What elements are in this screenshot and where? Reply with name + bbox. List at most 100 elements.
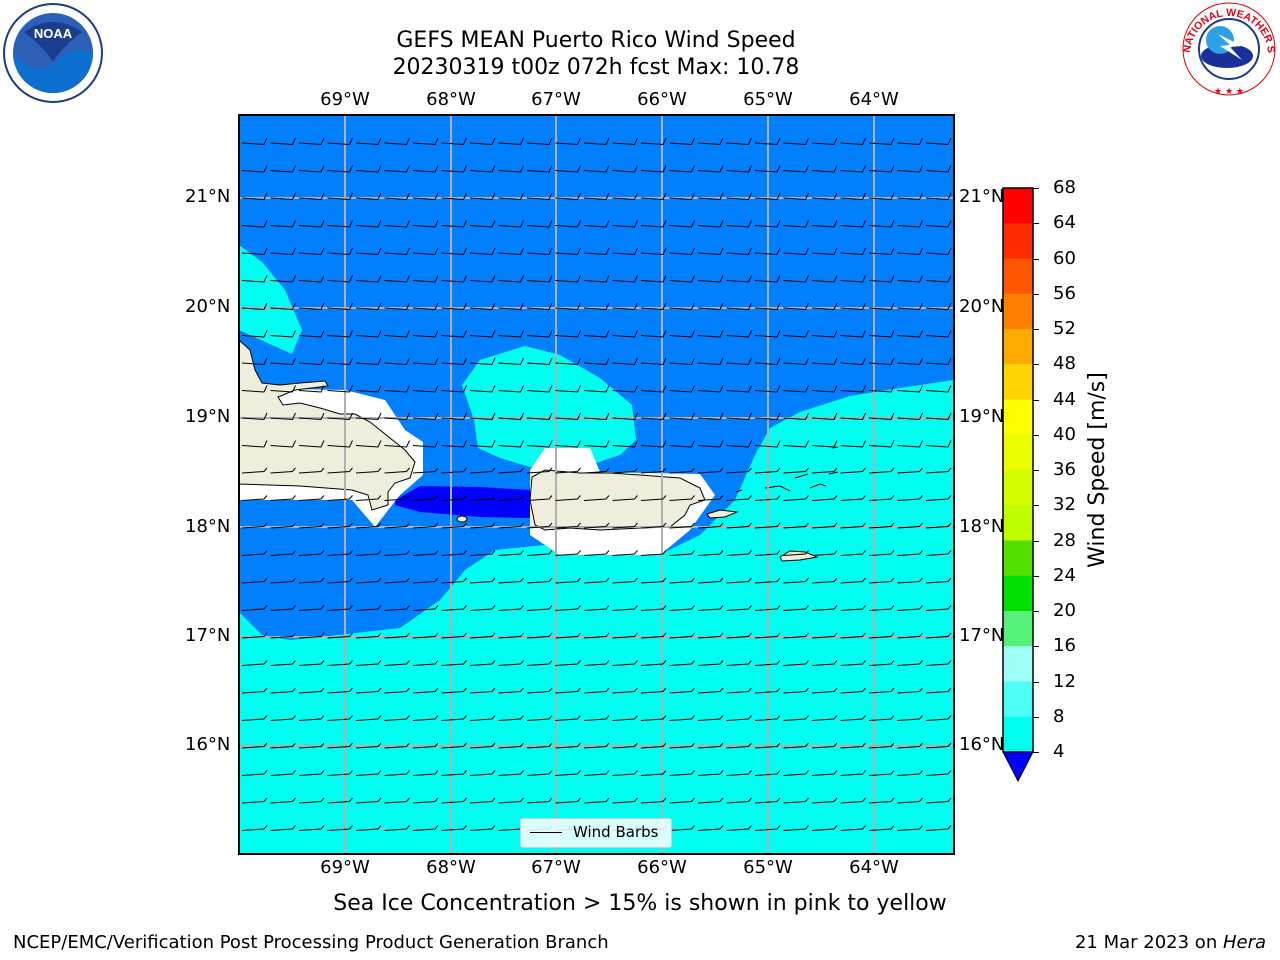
colorbar-tick-label: 4 [1053, 741, 1065, 762]
wind-barb [669, 412, 695, 421]
wind-barb [783, 302, 809, 311]
wind-barb [298, 495, 325, 501]
wind-barb [384, 605, 410, 611]
wind-barb [726, 302, 752, 311]
wind-barb [469, 825, 496, 831]
wind-barb [697, 495, 724, 501]
wind-barb [441, 495, 467, 501]
wind-barb [754, 660, 781, 666]
colorbar-tick-label: 68 [1053, 177, 1076, 198]
wind-barb [526, 302, 553, 311]
wind-barb [925, 687, 952, 694]
wind-barb [327, 275, 353, 283]
wind-barb [412, 770, 439, 776]
wind-barb [498, 385, 524, 393]
wind-barb [925, 495, 952, 501]
wind-barb [555, 495, 581, 501]
wind-barb [441, 247, 467, 256]
colorbar-tick-label: 16 [1053, 635, 1076, 657]
wind-barb [441, 275, 467, 283]
wind-barb [327, 825, 353, 831]
wind-barb [726, 605, 752, 611]
wind-barb [298, 302, 325, 311]
wind-barb [327, 715, 353, 721]
footer-date: 21 Mar 2023 on Hera [1075, 932, 1266, 953]
wind-barb [241, 412, 268, 421]
wind-barb [811, 825, 838, 831]
wind-barb [555, 440, 581, 448]
wind-barb [469, 770, 496, 776]
wind-barb [241, 742, 268, 749]
wind-barb [726, 467, 752, 474]
wind-barb [726, 715, 752, 721]
wind-barb [298, 220, 325, 228]
wind-barb [384, 577, 410, 584]
wind-barb [925, 770, 952, 776]
wind-barb [811, 577, 838, 584]
wind-barb [298, 137, 325, 146]
colorbar-segment [1003, 399, 1033, 436]
wind-barb [270, 605, 296, 611]
wind-barb [640, 137, 667, 146]
wind-barb [241, 577, 268, 584]
wind-barb [726, 357, 752, 366]
colorbar-tick [1033, 681, 1039, 683]
wind-barb [384, 440, 410, 448]
wind-barb [384, 825, 410, 831]
wind-barb [526, 770, 553, 776]
wind-barb [327, 165, 353, 173]
wind-barb [355, 467, 382, 474]
wind-barb [469, 275, 496, 283]
wind-barb [270, 440, 296, 448]
wind-barb [555, 330, 581, 338]
wind-barb [726, 440, 752, 448]
wind-barb [327, 137, 353, 146]
wind-barb [384, 660, 410, 666]
wind-barb [925, 412, 952, 421]
wind-barb [583, 330, 610, 338]
wind-barb [583, 770, 610, 776]
wind-barb [840, 220, 866, 228]
wind-barb [412, 192, 439, 201]
wind-barb [441, 302, 467, 311]
wind-barb [783, 357, 809, 366]
wind-barb [726, 495, 752, 501]
wind-barb [811, 220, 838, 228]
wind-barb [327, 412, 353, 421]
wind-barb [697, 742, 724, 749]
wind-barb [868, 220, 895, 228]
wind-barb [270, 742, 296, 749]
wind-barb [840, 302, 866, 311]
wind-barb [555, 357, 581, 366]
wind-barb [298, 632, 325, 639]
lon-label-top: 66°W [637, 89, 687, 110]
wind-barb [412, 715, 439, 721]
wind-barb [241, 550, 268, 556]
wind-barb [640, 385, 667, 393]
wind-barb [270, 715, 296, 721]
wind-barb [669, 357, 695, 366]
wind-barb [697, 247, 724, 256]
wind-barb [583, 247, 610, 256]
wind-barb [270, 275, 296, 283]
wind-barb [669, 192, 695, 201]
wind-barb [555, 137, 581, 146]
wind-barb [526, 192, 553, 201]
wind-barbs [241, 137, 952, 831]
wind-barb [355, 412, 382, 421]
wind-barb [897, 577, 923, 584]
wind-barb [697, 550, 724, 556]
wind-barb [327, 220, 353, 228]
wind-barb [583, 412, 610, 421]
wind-barb [840, 385, 866, 393]
wind-barb [925, 330, 952, 338]
wind-field-8-12-north [462, 346, 636, 467]
wind-barb [298, 577, 325, 584]
wind-barb [355, 192, 382, 201]
wind-barb [241, 165, 268, 173]
colorbar-tick-label: 32 [1053, 494, 1076, 516]
wind-barb [412, 412, 439, 421]
wind-barb [897, 330, 923, 338]
colorbar-tick [1033, 399, 1039, 401]
wind-barb [669, 220, 695, 228]
